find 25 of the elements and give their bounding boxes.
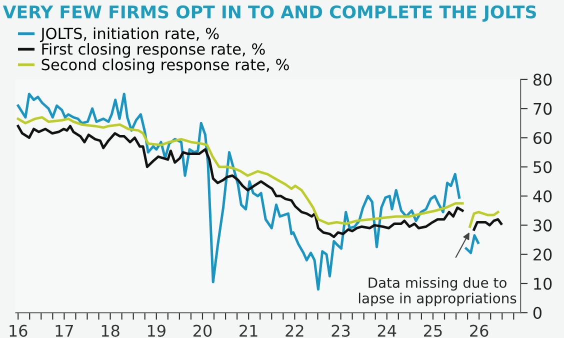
x-tick-label: 16 (10, 324, 28, 337)
y-tick-label: 50 (534, 161, 552, 174)
x-tick-label: 19 (148, 324, 166, 337)
y-tick-label: 20 (534, 248, 552, 261)
legend-label: Second closing response rate, % (42, 58, 289, 74)
x-tick-label: 24 (378, 324, 396, 337)
chart-title: VERY FEW FIRMS OPT IN TO AND COMPLETE THE JOLTS (2, 5, 536, 22)
x-tick-label: 26 (470, 324, 488, 337)
x-tick-label: 25 (424, 324, 442, 337)
y-tick-label: 60 (533, 132, 552, 144)
x-tick-label: 23 (332, 324, 350, 337)
legend-label: JOLTS, initiation rate, % (40, 27, 219, 42)
x-tick-label: 17 (56, 324, 73, 337)
legend-label: First closing response rate, % (42, 42, 265, 58)
y-tick-label: 70 (534, 102, 552, 115)
y-tick-label: 30 (534, 219, 552, 232)
annotation: Data missing due to lapse in appropriations (358, 277, 516, 306)
x-tick-label: 21 (240, 324, 258, 337)
x-tick-label: 22 (286, 324, 304, 337)
y-tick-label: 40 (533, 190, 552, 202)
x-tick-label: 18 (102, 324, 120, 337)
y-tick-label: 80 (533, 74, 552, 86)
y-tick-label: 0 (533, 306, 542, 319)
y-tick-label: 10 (534, 278, 552, 290)
x-tick-label: 20 (194, 324, 212, 337)
